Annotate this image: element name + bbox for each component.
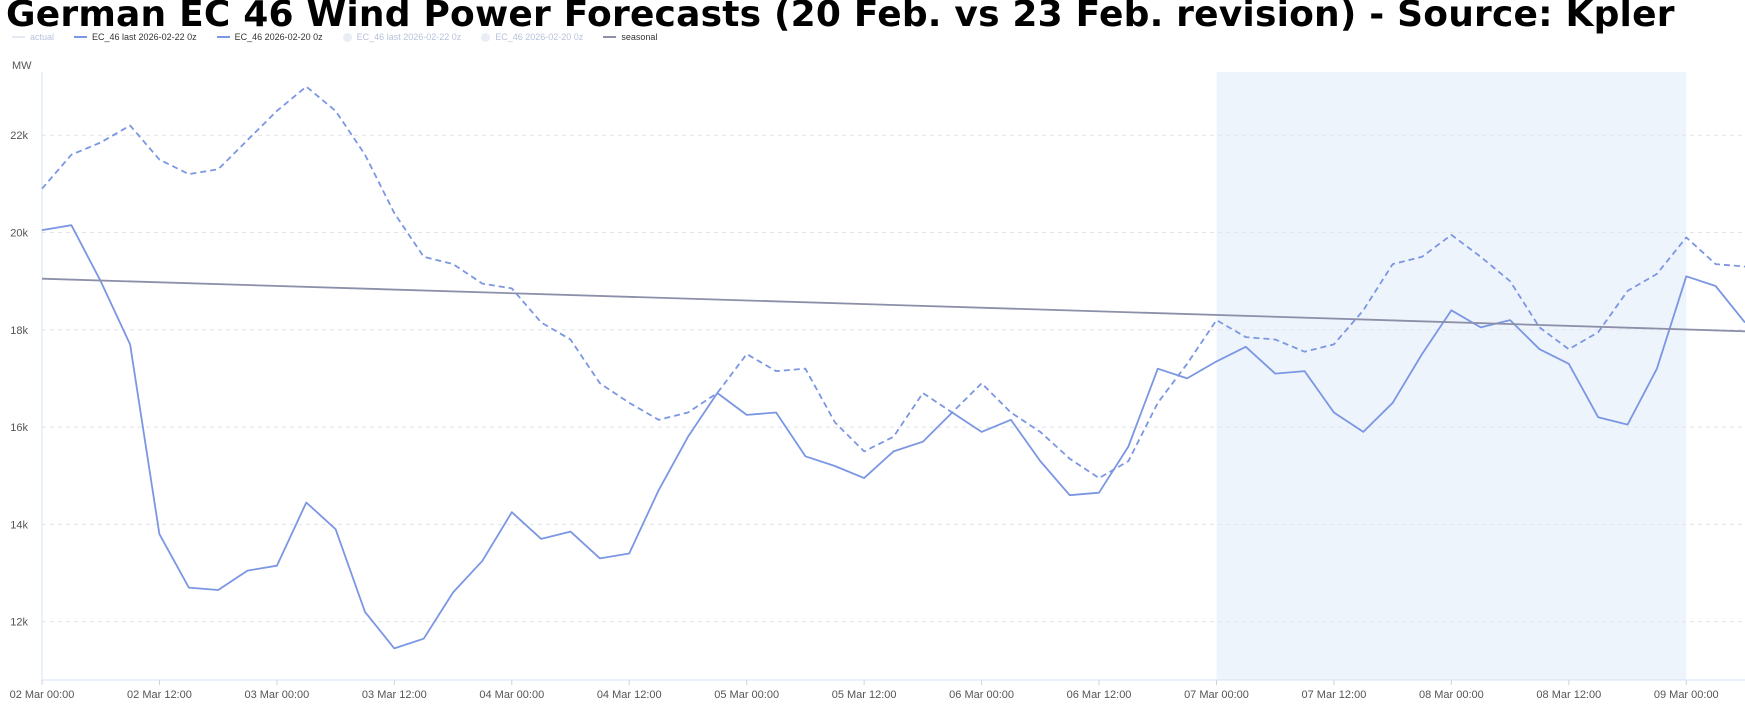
legend-marker bbox=[74, 36, 88, 38]
legend-marker bbox=[481, 32, 491, 42]
y-axis-unit: MW bbox=[12, 60, 32, 72]
legend-marker bbox=[216, 36, 230, 38]
y-tick-label: 14k bbox=[10, 519, 28, 531]
x-tick-label: 05 Mar 12:00 bbox=[832, 689, 897, 701]
legend-item[interactable]: EC_46 2026-02-20 0z bbox=[216, 32, 323, 42]
y-tick-label: 12k bbox=[10, 617, 28, 629]
legend-label: EC_46 2026-02-20 0z bbox=[234, 32, 323, 42]
x-tick-label: 05 Mar 00:00 bbox=[714, 689, 779, 701]
legend-item[interactable]: EC_46 last 2026-02-22 0z bbox=[74, 32, 197, 42]
weekend-band bbox=[1216, 72, 1687, 680]
x-tick-label: 08 Mar 00:00 bbox=[1419, 689, 1484, 701]
x-tick-label: 06 Mar 00:00 bbox=[949, 689, 1014, 701]
legend-label: EC_46 last 2026-02-22 0z bbox=[92, 32, 197, 42]
y-tick-label: 16k bbox=[10, 422, 28, 434]
legend-marker bbox=[342, 32, 352, 42]
x-tick-label: 07 Mar 12:00 bbox=[1302, 689, 1367, 701]
y-tick-label: 18k bbox=[10, 325, 28, 337]
x-tick-label: 08 Mar 12:00 bbox=[1536, 689, 1601, 701]
legend-label: actual bbox=[30, 32, 55, 42]
legend-item[interactable]: actual bbox=[12, 32, 54, 42]
chart-legend: actual EC_46 last 2026-02-22 0z EC_46 2026… bbox=[12, 31, 677, 43]
legend-label: seasonal bbox=[621, 32, 658, 42]
legend-label: EC_46 2026-02-20 0z bbox=[495, 32, 584, 42]
legend-item[interactable]: EC_46 2026-02-20 0z bbox=[481, 32, 583, 42]
x-tick-label: 02 Mar 12:00 bbox=[127, 689, 192, 701]
legend-marker bbox=[12, 36, 25, 38]
series-line-0 bbox=[41, 224, 1745, 650]
x-tick-label: 02 Mar 00:00 bbox=[10, 689, 75, 701]
x-tick-label: 09 Mar 00:00 bbox=[1654, 689, 1719, 701]
x-tick-label: 06 Mar 12:00 bbox=[1067, 689, 1132, 701]
y-tick-label: 22k bbox=[10, 130, 28, 142]
legend-label: EC_46 last 2026-02-22 0z bbox=[356, 32, 462, 42]
legend-marker bbox=[603, 36, 617, 38]
chart-title: German EC 46 Wind Power Forecasts (20 Fe… bbox=[6, 0, 1675, 35]
legend-item[interactable]: seasonal bbox=[603, 32, 657, 42]
x-tick-label: 04 Mar 12:00 bbox=[597, 689, 662, 701]
legend-item[interactable]: EC_46 last 2026-02-22 0z bbox=[342, 32, 462, 42]
x-tick-label: 07 Mar 00:00 bbox=[1184, 689, 1249, 701]
x-tick-label: 04 Mar 00:00 bbox=[479, 689, 544, 701]
y-tick-label: 20k bbox=[10, 228, 28, 240]
x-tick-label: 03 Mar 00:00 bbox=[244, 689, 309, 701]
series-line-1 bbox=[41, 85, 1745, 480]
x-tick-label: 03 Mar 12:00 bbox=[362, 689, 427, 701]
series-line-2 bbox=[41, 277, 1745, 333]
